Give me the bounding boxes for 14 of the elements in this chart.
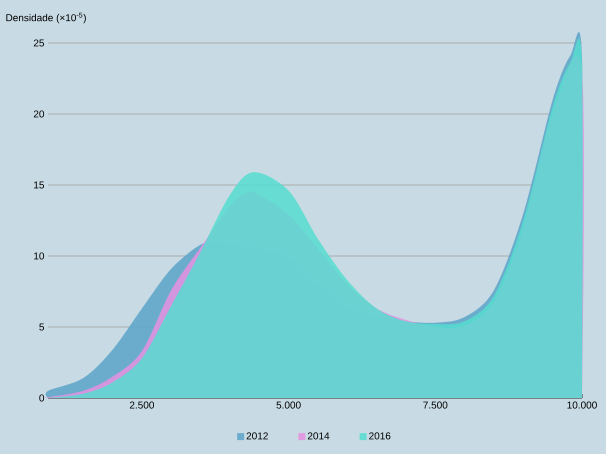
legend-label: 2012 xyxy=(246,432,268,440)
y-tick-label: 5 xyxy=(39,323,44,330)
x-tick-label: 7.500 xyxy=(423,402,448,409)
y-axis-title: Densidade (×10$^{-5}$) xyxy=(6,12,86,24)
x-tick-label: 10.000 xyxy=(567,402,597,409)
x-tick-label: 2.500 xyxy=(130,402,154,409)
y-tick-label: 10 xyxy=(34,252,44,260)
y-tick-label: 20 xyxy=(34,110,44,118)
y-tick-label: 15 xyxy=(34,181,44,188)
y-tick-label: 0 xyxy=(39,394,44,402)
x-tick-label: 5.000 xyxy=(276,402,301,409)
legend-label: 2016 xyxy=(369,432,390,440)
y-tick-label: 25 xyxy=(34,39,44,47)
legend-label: 2014 xyxy=(308,432,330,440)
